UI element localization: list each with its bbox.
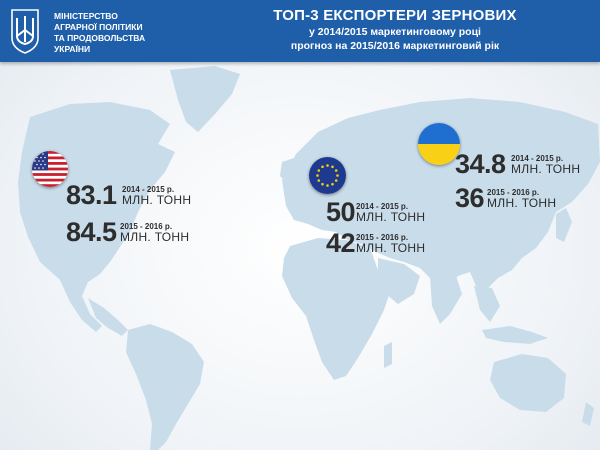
india-shape — [430, 276, 462, 324]
australia-shape — [490, 354, 566, 412]
ministry-line-2: АГРАРНОЇ ПОЛІТИКИ — [54, 22, 143, 32]
south-america-shape — [126, 324, 204, 450]
greenland-shape — [170, 66, 240, 132]
stat-period: 2015 - 2016 р. — [356, 233, 409, 242]
stat-value: 42 — [326, 228, 356, 258]
new-zealand-shape — [582, 402, 594, 426]
page-title: ТОП-3 ЕКСПОРТЕРИ ЗЕРНОВИХ — [273, 7, 517, 24]
central-america-shape — [88, 298, 128, 336]
southeast-asia-shape — [474, 286, 500, 322]
stat-value: 83.1 — [66, 180, 117, 210]
africa-shape — [282, 238, 392, 380]
ministry-line-4: УКРАЇНИ — [54, 44, 91, 54]
stat-period: 2014 - 2015 р. — [356, 202, 409, 211]
stat-unit: МЛН. ТОНН — [511, 162, 581, 176]
world-map — [18, 66, 600, 450]
stat-period: 2014 - 2015 р. — [511, 154, 564, 163]
ministry-line-3: ТА ПРОДОВОЛЬСТВА — [54, 33, 146, 43]
title-block: ТОП-3 ЕКСПОРТЕРИ ЗЕРНОВИХ у 2014/2015 ма… — [230, 6, 560, 53]
eurasia-shape — [282, 98, 600, 290]
japan-shape — [556, 208, 572, 242]
header-bar: МІНІСТЕРСТВО АГРАРНОЇ ПОЛІТИКИ ТА ПРОДОВ… — [0, 0, 600, 62]
subtitle-line-1: у 2014/2015 маркетинговому році — [309, 26, 481, 38]
eu-flag-icon — [309, 157, 346, 194]
subtitle-line-2: прогноз на 2015/2016 маркетинговий рік — [290, 40, 500, 52]
ministry-name: МІНІСТЕРСТВО АГРАРНОЇ ПОЛІТИКИ ТА ПРОДОВ… — [54, 11, 204, 55]
madagascar-shape — [384, 342, 392, 368]
stat-period: 2014 - 2015 р. — [122, 185, 175, 194]
stat-unit: МЛН. ТОНН — [356, 210, 426, 224]
stat-value: 34.8 — [455, 149, 506, 179]
stat-value: 50 — [326, 197, 356, 227]
indonesia-shape — [482, 326, 548, 344]
stat-unit: МЛН. ТОНН — [120, 230, 190, 244]
ukraine-flag-icon — [418, 123, 460, 165]
ministry-line-1: МІНІСТЕРСТВО — [54, 11, 118, 21]
stat-unit: МЛН. ТОНН — [356, 241, 426, 255]
stat-period: 2015 - 2016 р. — [487, 188, 540, 197]
stat-unit: МЛН. ТОНН — [122, 193, 192, 207]
stat-period: 2015 - 2016 р. — [120, 222, 173, 231]
trident-emblem-icon — [11, 9, 39, 54]
usa-flag-icon — [32, 151, 68, 187]
stat-value: 84.5 — [66, 217, 117, 247]
uk-shape — [280, 158, 296, 184]
stat-value: 36 — [455, 183, 485, 213]
stat-unit: МЛН. ТОНН — [487, 196, 557, 210]
